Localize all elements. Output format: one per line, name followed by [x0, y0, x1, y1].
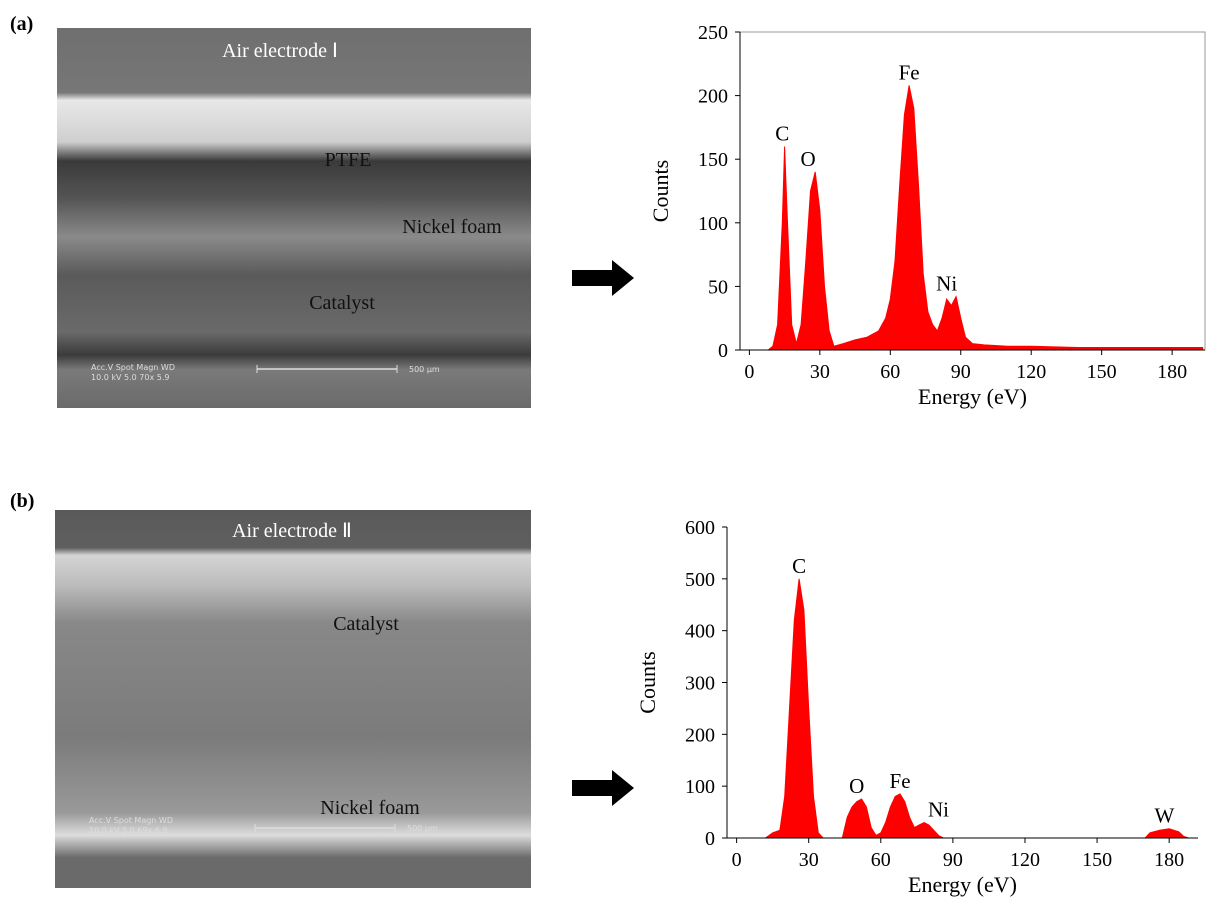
- image-label: Nickel foam: [320, 797, 420, 819]
- y-tick-label: 200: [685, 724, 715, 746]
- x-axis-title: Energy (eV): [908, 872, 1017, 897]
- x-tick-label: 120: [1016, 361, 1046, 383]
- y-tick-label: 100: [698, 213, 728, 235]
- peak-label: Ni: [928, 797, 949, 821]
- peak-label: W: [1154, 804, 1174, 828]
- y-tick-label: 200: [698, 86, 728, 108]
- panel-label: (a): [10, 13, 33, 35]
- y-axis-title: Counts: [635, 651, 660, 713]
- x-tick-label: 30: [799, 849, 819, 871]
- peak-label: Fe: [899, 60, 920, 84]
- y-tick-label: 100: [685, 776, 715, 798]
- peak-label: Fe: [890, 769, 911, 793]
- sem-image: [57, 28, 531, 408]
- peak-label: C: [775, 121, 789, 145]
- x-tick-label: 90: [943, 849, 963, 871]
- image-label: Air electrode Ⅰ: [222, 40, 338, 62]
- spectrum-area: [763, 578, 1189, 839]
- x-tick-label: 150: [1082, 849, 1112, 871]
- arrow: [572, 260, 634, 296]
- y-tick-label: 50: [708, 276, 728, 298]
- arrow: [572, 770, 634, 806]
- x-tick-label: 60: [880, 361, 900, 383]
- image-label: Nickel foam: [402, 216, 502, 238]
- x-tick-label: 90: [951, 361, 971, 383]
- image-info: 10.0 kV 5.0 70x 5.9: [91, 373, 169, 382]
- y-tick-label: 300: [685, 673, 715, 695]
- x-tick-label: 30: [810, 361, 830, 383]
- image-label: Catalyst: [333, 613, 399, 635]
- x-tick-label: 120: [1010, 849, 1040, 871]
- y-tick-label: 0: [705, 828, 715, 850]
- scale-text: 500 µm: [409, 365, 440, 374]
- x-tick-label: 60: [871, 849, 891, 871]
- y-tick-label: 250: [698, 22, 728, 44]
- image-info: Acc.V Spot Magn WD: [89, 816, 173, 825]
- x-tick-label: 180: [1154, 849, 1184, 871]
- x-tick-label: 150: [1087, 361, 1117, 383]
- peak-label: Ni: [936, 272, 957, 296]
- y-tick-label: 150: [698, 149, 728, 171]
- x-tick-label: 0: [744, 361, 754, 383]
- x-tick-label: 0: [732, 849, 742, 871]
- peak-label: C: [792, 554, 806, 578]
- y-tick-label: 400: [685, 621, 715, 643]
- y-tick-label: 600: [685, 517, 715, 539]
- y-tick-label: 0: [718, 340, 728, 362]
- y-axis-title: Counts: [648, 160, 673, 222]
- image-label: Air electrode Ⅱ: [232, 520, 352, 542]
- panel-label: (b): [10, 490, 34, 512]
- image-label: Catalyst: [309, 292, 375, 314]
- scale-text: 500 µm: [407, 824, 438, 833]
- peak-label: O: [849, 774, 864, 798]
- sem-image: [55, 510, 531, 888]
- image-info: 10.0 kV 5.0 69x 6.9: [89, 826, 167, 835]
- peak-label: O: [801, 147, 816, 171]
- spectrum-area: [766, 85, 1204, 351]
- image-label: PTFE: [325, 149, 372, 171]
- image-info: Acc.V Spot Magn WD: [91, 363, 175, 372]
- x-tick-label: 180: [1157, 361, 1187, 383]
- x-axis-title: Energy (eV): [918, 384, 1027, 409]
- y-tick-label: 500: [685, 569, 715, 591]
